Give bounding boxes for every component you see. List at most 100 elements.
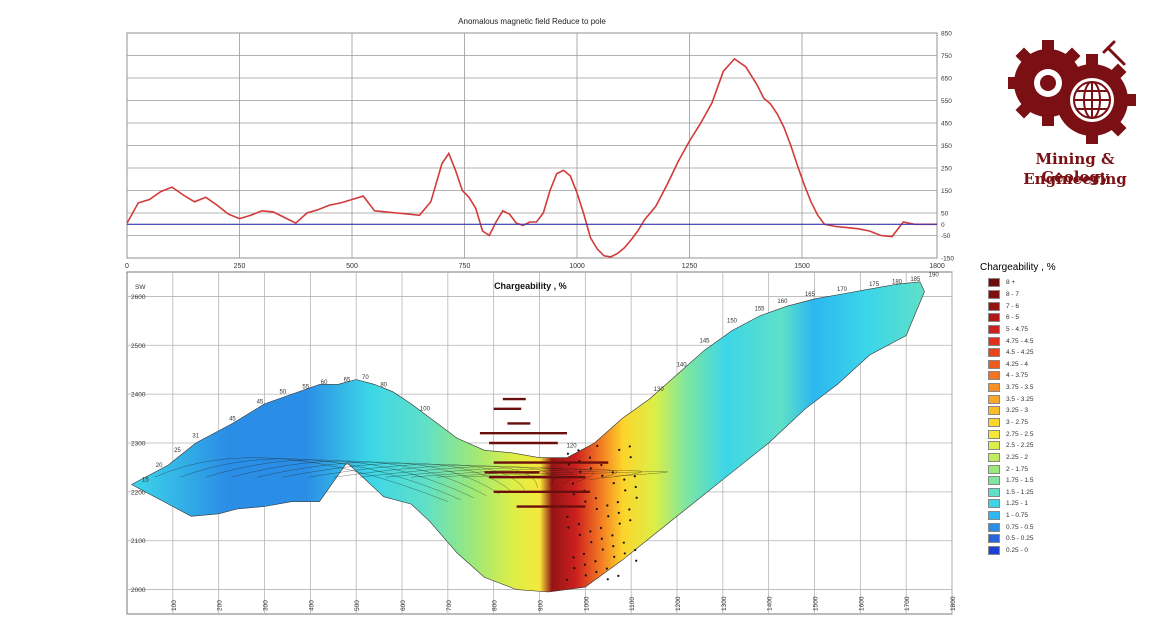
bottom-x-tick-label: 900 — [538, 600, 545, 611]
anomaly-dot — [605, 567, 608, 570]
legend-row: 2 - 1.75 — [978, 463, 1088, 475]
anomaly-dot — [623, 478, 626, 481]
station-label: 15 — [142, 478, 149, 484]
anomaly-dot — [594, 560, 597, 563]
bottom-x-tick-label: 1100 — [629, 597, 636, 611]
legend-label: 8 + — [1006, 279, 1016, 287]
station-label: 80 — [380, 382, 387, 388]
anomaly-dot — [582, 552, 586, 556]
station-label: 175 — [869, 282, 880, 288]
legend-row: 2.75 - 2.5 — [978, 428, 1088, 440]
top-x-tick-label: 750 — [459, 263, 471, 270]
legend-swatch — [988, 441, 1000, 451]
top-x-tick-label: 250 — [234, 263, 246, 270]
anomaly-dot — [628, 508, 631, 511]
legend-label: 8 - 7 — [1006, 290, 1020, 298]
anomaly-dot — [566, 515, 569, 518]
legend-swatch — [988, 313, 1000, 323]
anomaly-dot — [596, 444, 599, 448]
contour-line — [462, 470, 643, 479]
anomaly-dot — [577, 449, 580, 452]
station-label: 55 — [302, 385, 309, 391]
bottom-x-tick-label: 800 — [492, 600, 499, 611]
legend-label: 5 - 4.75 — [1006, 325, 1029, 333]
bottom-x-tick-label: 1200 — [675, 596, 682, 611]
bottom-x-tick-label: 200 — [217, 600, 224, 611]
legend-label: 7 - 6 — [1006, 302, 1020, 310]
legend-row: 3.75 - 3.5 — [978, 382, 1088, 394]
legend-row: 2.5 - 2.25 — [978, 440, 1088, 452]
anomaly-dot — [629, 456, 632, 459]
bottom-y-tick-label: 2100 — [131, 538, 146, 545]
station-label: 120 — [567, 443, 578, 449]
anomaly-dot — [599, 526, 603, 530]
legend-label: 2.25 - 2 — [1006, 453, 1029, 461]
station-label: 180 — [892, 280, 903, 286]
anomaly-dot — [590, 541, 593, 544]
legend-row: 0.75 - 0.5 — [978, 521, 1088, 533]
legend-swatch — [988, 324, 1000, 334]
top-y-tick-label: -150 — [941, 256, 954, 263]
legend-row: 2.25 - 2 — [978, 452, 1088, 464]
contour-line — [282, 462, 513, 493]
station-label: 70 — [362, 375, 369, 381]
legend-swatch — [988, 394, 1000, 404]
anomaly-dot — [629, 519, 632, 522]
gear-globe-icon — [1008, 40, 1136, 144]
anomaly-dot — [613, 555, 616, 558]
contour-line — [411, 468, 594, 483]
anomaly-dot — [611, 534, 614, 537]
bottom-y-tick-label: 2600 — [131, 294, 146, 301]
legend-label: 4 - 3.75 — [1006, 372, 1029, 380]
legend-label: 1.25 - 1 — [1006, 500, 1029, 508]
anomaly-dot — [595, 507, 598, 511]
top-y-tick-label: 250 — [941, 166, 952, 173]
legend-row: 4 - 3.75 — [978, 370, 1088, 382]
bottom-x-tick-label: 600 — [400, 600, 407, 611]
legend-swatch — [988, 418, 1000, 427]
station-label: 150 — [727, 319, 738, 325]
bottom-x-tick-label: 300 — [263, 600, 270, 611]
anomaly-dot — [567, 526, 570, 529]
anomaly-dot — [600, 537, 603, 540]
legend-label: 4.25 - 4 — [1006, 360, 1029, 368]
anomaly-dot — [622, 541, 625, 544]
station-label: 31 — [192, 434, 199, 440]
legend-swatch — [988, 301, 1000, 311]
legend-row: 4.75 - 4.5 — [978, 335, 1088, 347]
legend-row: 6 - 5 — [978, 312, 1088, 324]
station-label: 165 — [805, 292, 816, 298]
legend-label: 2.75 - 2.5 — [1006, 430, 1034, 438]
legend-label: 4.75 - 4.5 — [1006, 337, 1034, 345]
corner-label: SW — [135, 284, 146, 291]
anomaly-dot — [583, 563, 586, 566]
station-label: 140 — [677, 363, 688, 369]
legend-label: 3 - 2.75 — [1006, 419, 1029, 426]
top-x-tick-label: 1000 — [569, 263, 585, 270]
anomaly-dot — [635, 496, 638, 499]
legend-swatch — [988, 499, 1000, 509]
station-label: 50 — [279, 390, 286, 396]
top-y-tick-label: 850 — [941, 31, 952, 38]
anomaly-dot — [566, 452, 570, 455]
anomaly-dot — [589, 467, 592, 470]
bottom-x-tick-label: 100 — [171, 600, 178, 611]
legend-row: 1.75 - 1.5 — [978, 475, 1088, 487]
anomaly-dot — [601, 474, 604, 477]
contour-line — [436, 469, 618, 481]
bottom-y-tick-label: 2500 — [131, 343, 146, 350]
legend-row: 5 - 4.75 — [978, 324, 1088, 336]
legend-swatch — [988, 452, 1000, 462]
legend-swatch — [988, 522, 1000, 532]
bottom-y-tick-label: 2200 — [131, 489, 146, 496]
legend-swatch — [988, 406, 1000, 416]
anomaly-dot — [578, 533, 581, 536]
legend-label: 2 - 1.75 — [1006, 465, 1029, 473]
bottom-chart-title: Chargeability , % — [494, 281, 567, 291]
legend-row: 3.5 - 3.25 — [978, 393, 1088, 405]
bottom-x-tick-label: 1600 — [858, 596, 865, 611]
legend-label: 0.75 - 0.5 — [1006, 523, 1034, 531]
legend-label: 0.5 - 0.25 — [1006, 535, 1034, 543]
anomaly-dot — [624, 489, 627, 492]
